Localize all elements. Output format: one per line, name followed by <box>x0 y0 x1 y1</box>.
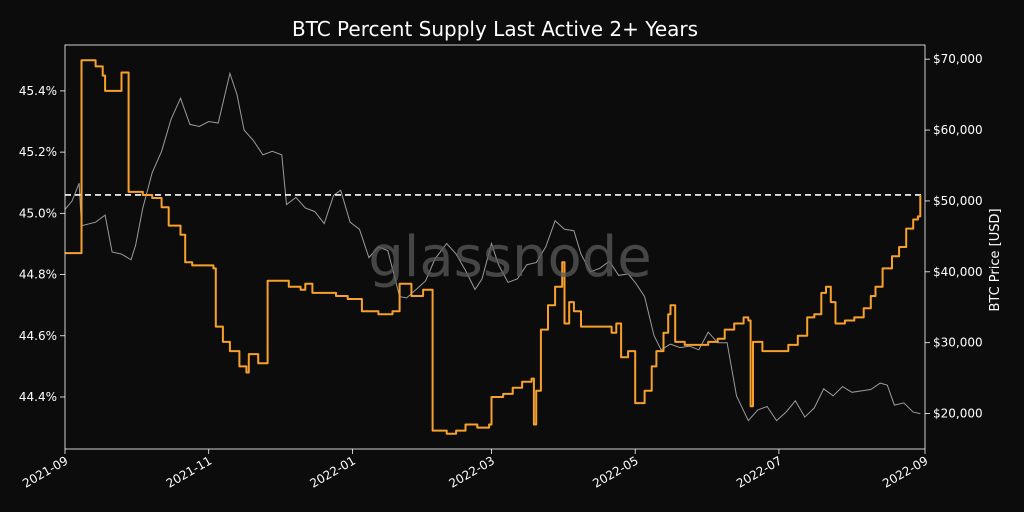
right-tick-label: $50,000 <box>933 194 983 208</box>
left-axis: 44.4% 44.6% 44.8% 45.0% 45.2% 45.4% <box>19 84 65 404</box>
left-tick-label: 45.4% <box>19 84 57 98</box>
left-tick-label: 45.2% <box>19 145 57 159</box>
plot-frame <box>64 44 926 450</box>
left-tick-label: 45.0% <box>19 206 57 220</box>
chart-title: BTC Percent Supply Last Active 2+ Years <box>292 17 698 41</box>
left-tick-label: 44.4% <box>19 390 57 404</box>
right-tick-label: $30,000 <box>933 336 983 350</box>
right-axis: $20,000 $30,000 $40,000 $50,000 $60,000 $70,0… <box>925 52 983 421</box>
right-axis-label: BTC Price [USD] <box>988 208 1003 311</box>
supply-line <box>65 59 922 435</box>
right-tick-label: $20,000 <box>933 407 983 421</box>
btc-price-line <box>64 71 921 422</box>
watermark: glassnode <box>368 225 652 290</box>
right-tick-label: $70,000 <box>933 52 983 66</box>
left-tick-label: 44.8% <box>19 268 57 282</box>
right-tick-label: $60,000 <box>933 123 983 137</box>
right-tick-label: $40,000 <box>933 265 983 279</box>
plot-area <box>64 44 926 450</box>
left-tick-label: 44.6% <box>19 329 57 343</box>
